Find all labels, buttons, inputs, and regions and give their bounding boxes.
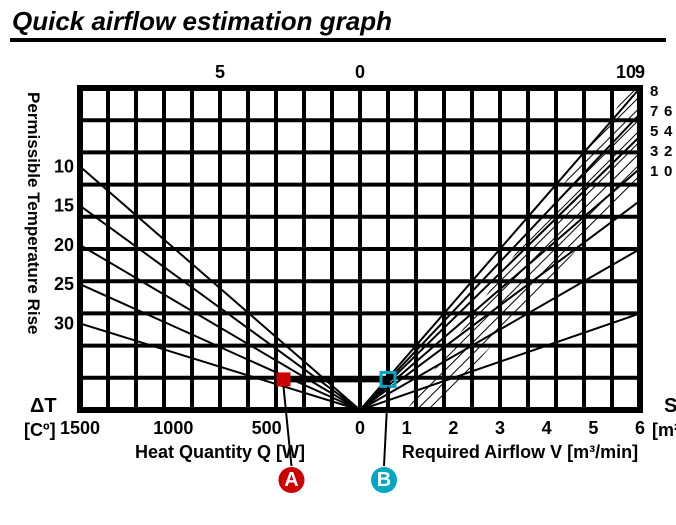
- svg-text:1500: 1500: [60, 418, 100, 438]
- svg-text:10: 10: [616, 62, 636, 82]
- svg-text:25: 25: [54, 274, 74, 294]
- x-label-right: Required Airflow V [m³/min]: [402, 442, 638, 462]
- svg-text:[Cº]: [Cº]: [24, 420, 56, 440]
- svg-text:1: 1: [402, 418, 412, 438]
- x-label-left: Heat Quantity Q [W]: [135, 442, 305, 462]
- svg-text:7: 7: [650, 103, 658, 120]
- svg-text:500: 500: [252, 418, 282, 438]
- svg-text:4: 4: [664, 123, 673, 140]
- svg-text:Quick airflow estimation graph: Quick airflow estimation graph: [12, 6, 392, 36]
- svg-text:5: 5: [215, 62, 225, 82]
- svg-text:3: 3: [650, 143, 658, 160]
- svg-text:0: 0: [355, 62, 365, 82]
- svg-text:0: 0: [664, 163, 672, 180]
- svg-text:5: 5: [588, 418, 598, 438]
- svg-text:10: 10: [54, 156, 74, 176]
- svg-text:8: 8: [650, 83, 658, 100]
- svg-text:ΔT: ΔT: [30, 395, 57, 417]
- svg-text:S: S: [664, 395, 676, 417]
- svg-text:1000: 1000: [153, 418, 193, 438]
- svg-text:[m²]: [m²]: [652, 420, 676, 440]
- svg-text:2: 2: [664, 143, 672, 160]
- svg-text:3: 3: [495, 418, 505, 438]
- svg-text:9: 9: [635, 62, 645, 82]
- svg-text:30: 30: [54, 313, 74, 333]
- chart-svg: Quick airflow estimation graphAB15001000…: [0, 0, 676, 525]
- svg-text:B: B: [377, 469, 391, 491]
- svg-text:A: A: [284, 469, 298, 491]
- svg-text:20: 20: [54, 235, 74, 255]
- svg-text:4: 4: [542, 418, 552, 438]
- svg-text:5: 5: [650, 123, 658, 140]
- svg-text:0: 0: [355, 418, 365, 438]
- svg-text:15: 15: [54, 196, 74, 216]
- left-side-label: Permissible Temperature Rise: [24, 92, 43, 335]
- svg-text:6: 6: [664, 103, 672, 120]
- svg-text:6: 6: [635, 418, 645, 438]
- svg-text:1: 1: [650, 163, 658, 180]
- marker-a: [276, 372, 290, 386]
- svg-text:2: 2: [448, 418, 458, 438]
- airflow-estimation-graph: { "title":"Quick airflow estimation grap…: [0, 0, 676, 525]
